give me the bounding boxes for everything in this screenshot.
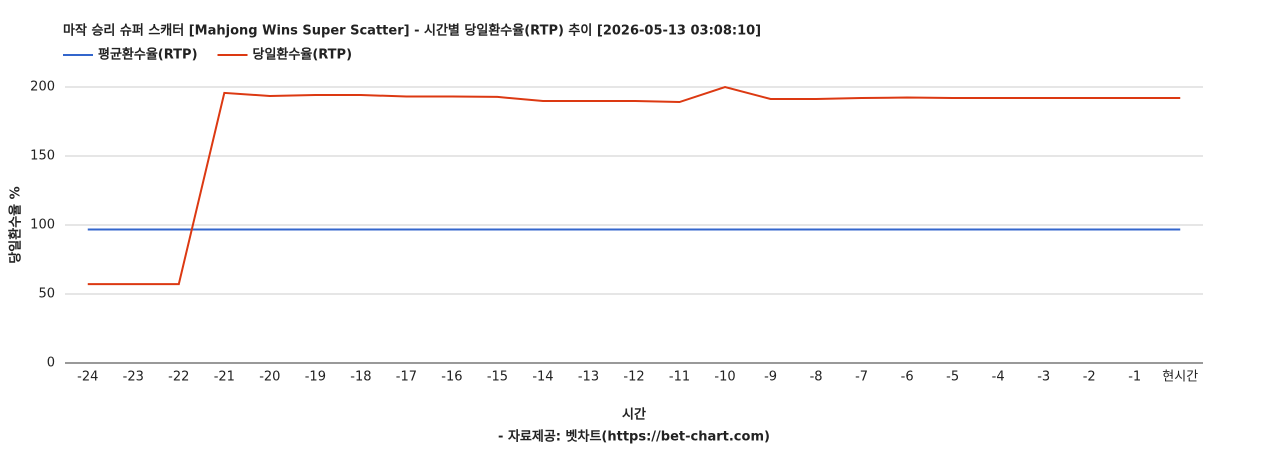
x-tick-label: -6 [901,370,914,385]
y-tick-label: 150 [30,149,55,164]
source-note: - 자료제공: 벳차트(https://bet-chart.com) [498,429,770,445]
y-tick-label: 0 [47,356,55,371]
series-line [87,85,1181,286]
x-tick-label: -11 [669,370,690,385]
x-tick-label: -1 [1128,370,1141,385]
x-tick-label: -8 [810,370,823,385]
x-tick-label: -3 [1037,370,1050,385]
x-tick-label: -19 [305,370,326,385]
legend-label: 평균환수율(RTP) [98,47,198,63]
legend-label: 당일환수율(RTP) [253,47,353,63]
x-tick-label: -2 [1083,370,1096,385]
y-tick-label: 200 [30,80,55,95]
x-tick-label: -20 [259,370,280,385]
y-tick-label: 100 [30,218,55,233]
y-axis-label: 당일환수율 % [8,186,24,263]
x-tick-label: -21 [214,370,235,385]
y-tick-label: 50 [38,287,55,302]
chart-title: 마작 승리 슈퍼 스캐터 [Mahjong Wins Super Scatter… [63,23,761,39]
x-tick-label: -9 [764,370,777,385]
x-tick-label: -17 [396,370,417,385]
x-tick-label: -22 [168,370,189,385]
x-tick-label: -16 [441,370,462,385]
x-tick-label: -18 [350,370,371,385]
x-tick-label: -14 [532,370,553,385]
x-tick-label: -12 [623,370,644,385]
x-axis-label: 시간 [622,407,646,423]
x-tick-label: -5 [946,370,959,385]
x-tick-label: 현시간 [1162,370,1198,385]
x-tick-label: -10 [714,370,735,385]
x-tick-label: -23 [123,370,144,385]
x-tick-label: -15 [487,370,508,385]
x-tick-label: -7 [855,370,868,385]
x-tick-label: -4 [992,370,1005,385]
x-tick-label: -13 [578,370,599,385]
x-tick-label: -24 [77,370,98,385]
